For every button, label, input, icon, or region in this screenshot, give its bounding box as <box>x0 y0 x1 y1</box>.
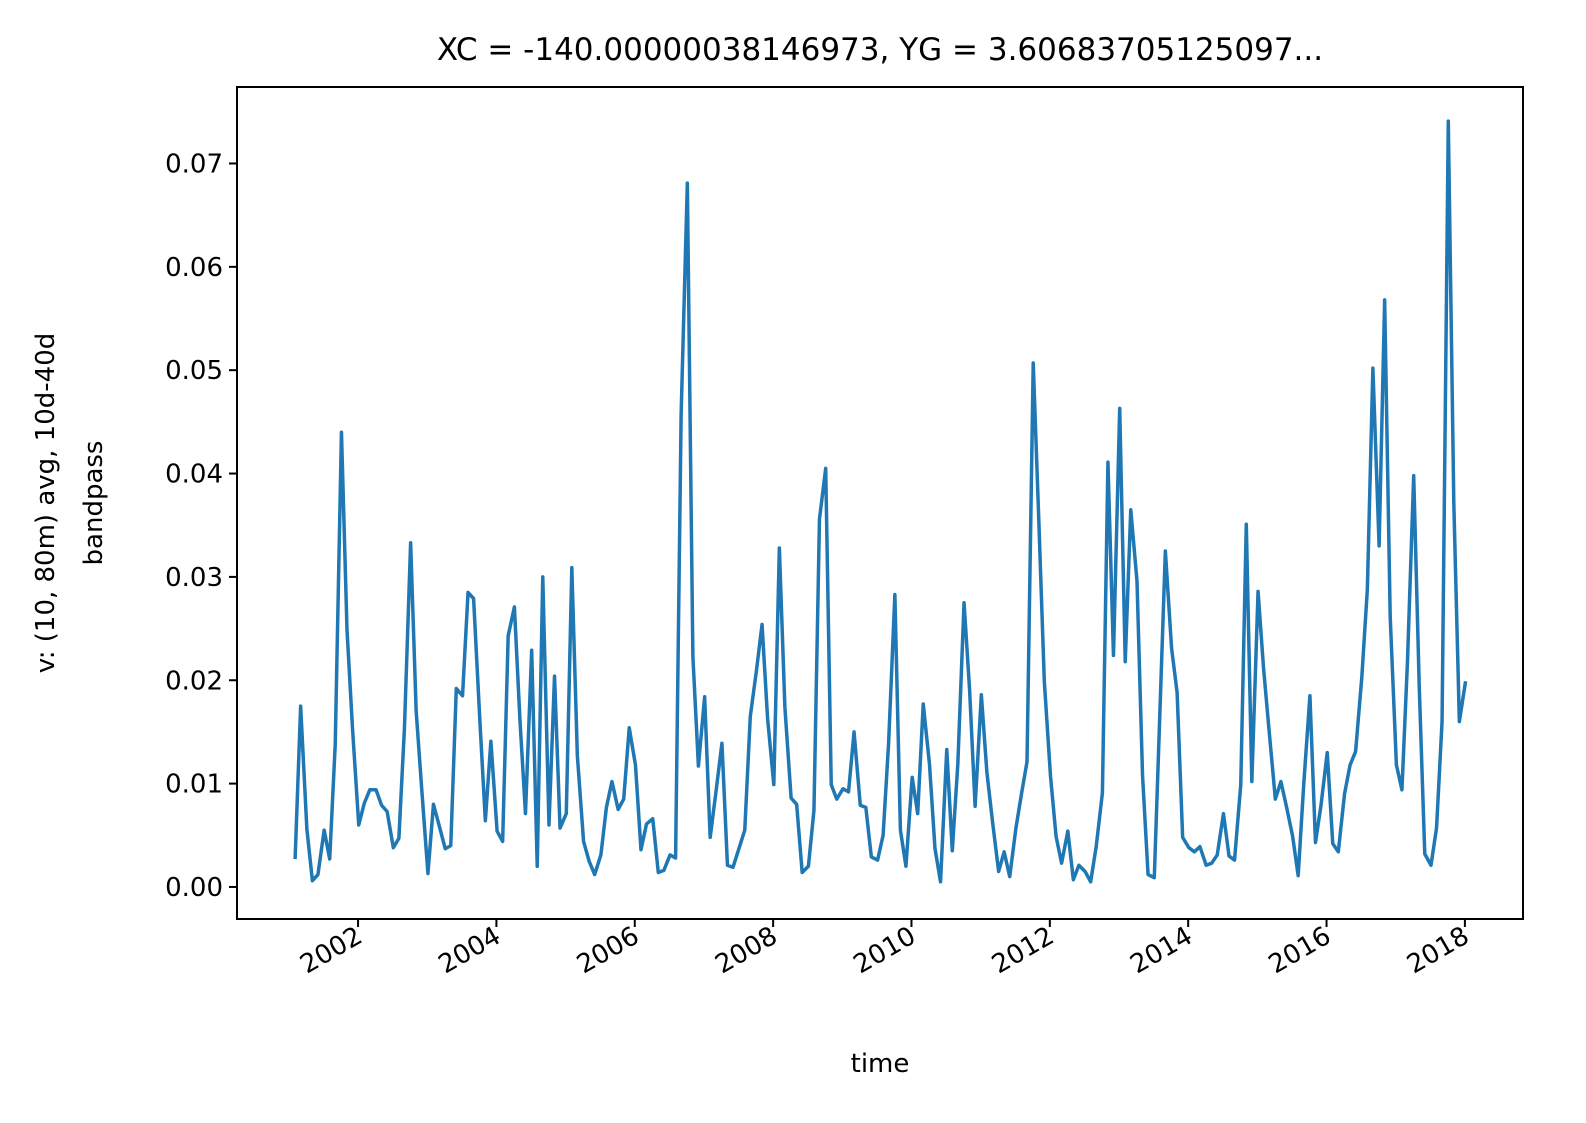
y-tick-label: 0.03 <box>165 563 223 593</box>
y-axis-label: bandpass <box>79 441 109 566</box>
x-tick-label: 2014 <box>1125 921 1197 980</box>
y-tick-label: 0.07 <box>165 149 223 179</box>
x-tick-label: 2012 <box>987 921 1059 980</box>
y-tick-label: 0.02 <box>165 666 223 696</box>
y-axis-label: v: (10, 80m) avg, 10d-40d <box>31 333 61 673</box>
y-tick-label: 0.06 <box>165 253 223 283</box>
x-tick-label: 2002 <box>295 921 367 980</box>
y-tick-label: 0.01 <box>165 770 223 800</box>
y-tick-label: 0.00 <box>165 873 223 903</box>
chart-title: XC = -140.00000038146973, YG = 3.6068370… <box>437 32 1323 68</box>
x-tick-label: 2010 <box>849 921 921 980</box>
x-tick-label: 2006 <box>572 921 644 980</box>
x-tick-label: 2018 <box>1402 921 1474 980</box>
y-tick-label: 0.04 <box>165 460 223 490</box>
x-tick-label: 2016 <box>1264 921 1336 980</box>
x-tick-label: 2008 <box>710 921 782 980</box>
x-axis-label: time <box>851 1049 910 1079</box>
data-line <box>293 119 1468 884</box>
plot-frame <box>236 86 1524 920</box>
y-tick-label: 0.05 <box>165 356 223 386</box>
x-tick-label: 2004 <box>434 921 506 980</box>
